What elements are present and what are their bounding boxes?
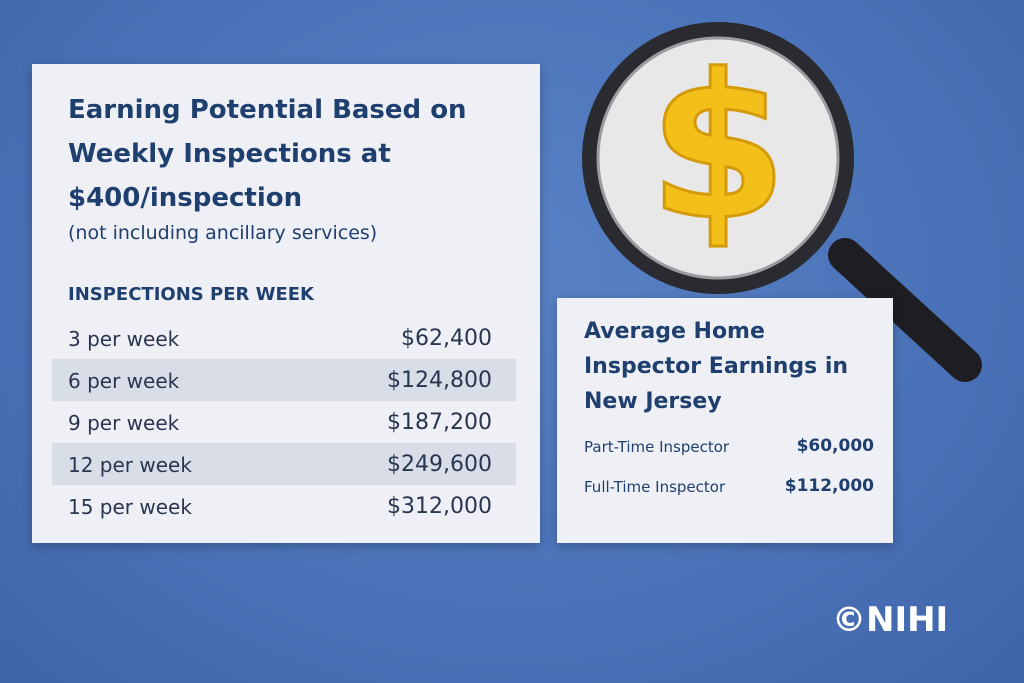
logo: ©NIHI: [832, 600, 949, 640]
table-row: 12 per week $249,600: [52, 443, 516, 485]
row-label: 12 per week: [68, 453, 192, 477]
table-row: 3 per week $62,400: [52, 317, 516, 359]
row-label: 15 per week: [68, 495, 192, 519]
dollar-symbol: $: [648, 32, 787, 265]
card-title: Earning Potential Based on Weekly Inspec…: [68, 95, 467, 213]
table-row: Full-Time Inspector $112,000: [584, 472, 874, 512]
card-subtitle: (not including ancillary services): [68, 222, 378, 244]
row-value: $60,000: [796, 436, 874, 456]
table-header: INSPECTIONS PER WEEK: [68, 284, 315, 305]
earnings-card: Earning Potential Based on Weekly Inspec…: [32, 64, 540, 543]
table-row: Part-Time Inspector $60,000: [584, 432, 874, 472]
row-value: $112,000: [784, 476, 874, 496]
row-value: $187,200: [387, 410, 492, 435]
row-value: $312,000: [387, 494, 492, 519]
table: 3 per week $62,400 6 per week $124,800 9 per…: [52, 317, 516, 527]
average-card: Average Home Inspector Earnings in New J…: [557, 298, 893, 543]
table-row: 15 per week $312,000: [52, 485, 516, 527]
row-label: 6 per week: [68, 369, 180, 393]
row-label: Full-Time Inspector: [584, 478, 726, 496]
average-table: Part-Time Inspector $60,000 Full-Time Insp…: [584, 432, 874, 512]
table-row: 9 per week $187,200: [52, 401, 516, 443]
row-label: 3 per week: [68, 327, 180, 351]
magnifier-lens: [582, 22, 854, 294]
table-row: 6 per week $124,800: [52, 359, 516, 401]
row-value: $62,400: [401, 326, 492, 351]
row-value: $124,800: [387, 368, 492, 393]
row-value: $249,600: [387, 452, 492, 477]
row-label: Part-Time Inspector: [584, 438, 730, 456]
magnifier-handle: [828, 238, 982, 382]
row-label: 9 per week: [68, 411, 180, 435]
card-title: Average Home Inspector Earnings in New J…: [584, 319, 849, 414]
